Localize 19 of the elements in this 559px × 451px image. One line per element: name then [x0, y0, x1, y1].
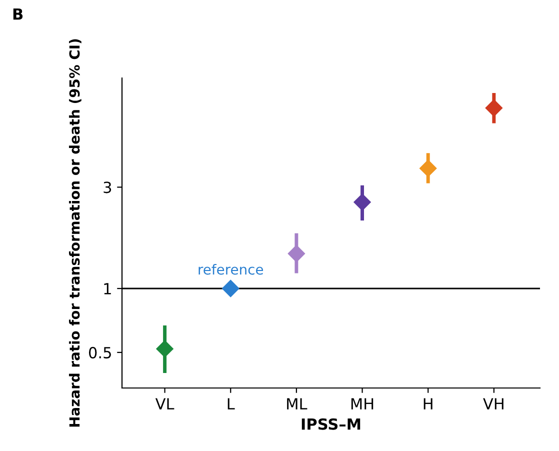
x-tick-label: ML — [287, 398, 308, 410]
point — [288, 245, 305, 262]
x-tick-label: MH — [351, 398, 374, 410]
point — [354, 194, 371, 211]
point — [156, 340, 174, 358]
point — [222, 280, 240, 298]
annotation: reference — [198, 264, 264, 275]
x-axis-title: IPSS–M — [302, 418, 360, 430]
x-tick-label: VH — [483, 398, 504, 410]
point — [420, 160, 437, 177]
x-tick-label: H — [424, 398, 432, 410]
x-tick-label: L — [228, 398, 235, 410]
chart-title: B — [13, 8, 23, 20]
y-tick-label: 3 — [104, 182, 112, 194]
point — [485, 99, 502, 117]
x-tick-label: VL — [155, 398, 174, 410]
y-axis-title: Hazard ratio for transformation or death (95% CI) — [68, 39, 82, 427]
y-tick-label: 1 — [104, 283, 111, 294]
y-tick-label: 0.5 — [88, 346, 111, 358]
